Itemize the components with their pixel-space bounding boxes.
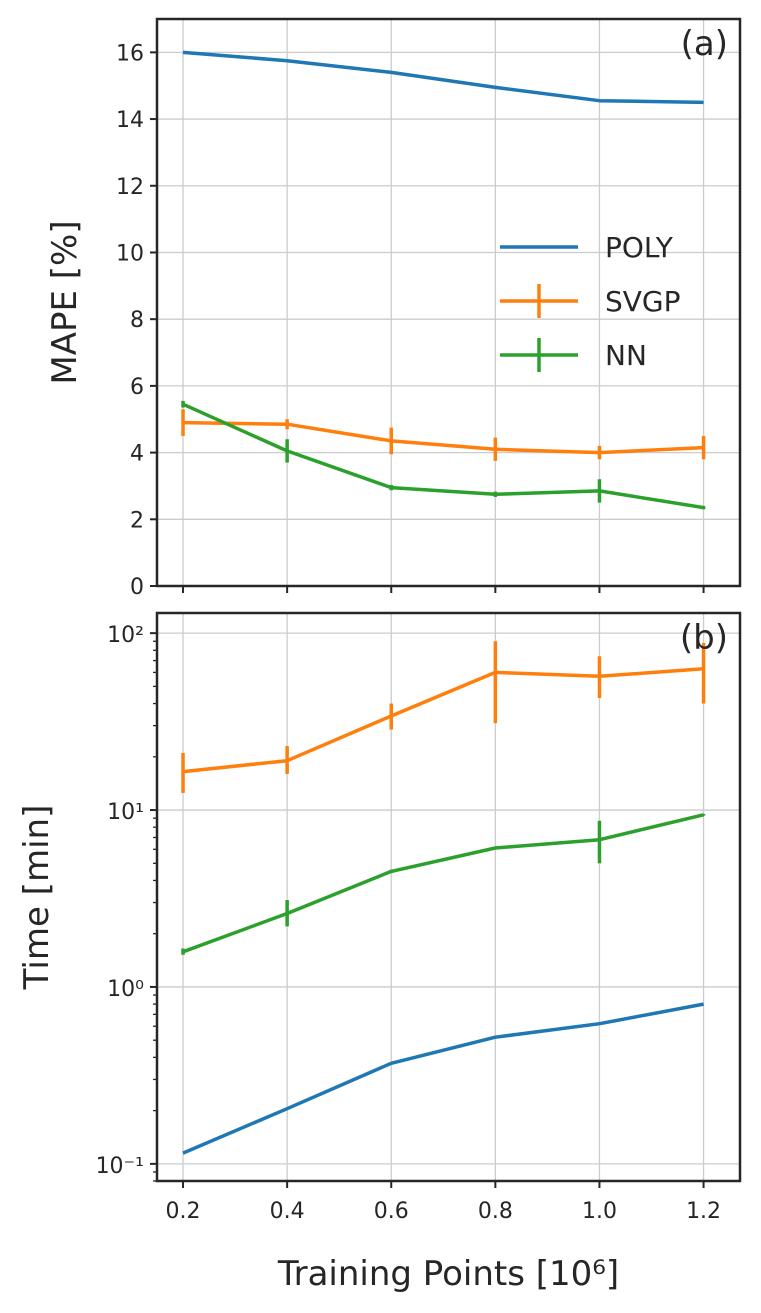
series-svgp-line: [182, 420, 704, 455]
panel-a: 0 2 4 6 8 10 12 14 16 MAPE [%] (a) POLY SVGP NN: [45, 17, 742, 600]
legend-nn-label: NN: [605, 339, 647, 372]
series-nn-line: [182, 813, 705, 954]
panel-b-ticks: 0.2 0.4 0.6 0.8 1.0 1.2 10⁻¹ 10⁰ 10¹ 10²: [96, 623, 722, 1224]
series-svgp-line: [182, 666, 704, 774]
panel-a-y-tick-label: 10: [116, 241, 144, 266]
x-tick-label: 1.2: [686, 1199, 721, 1224]
panel-b-y-tick-label: 10²: [107, 623, 144, 648]
panel-b-y-tick-label: 10¹: [107, 800, 144, 825]
series-poly-line: [182, 1002, 704, 1155]
x-axis-label: Training Points [10⁶]: [277, 1254, 619, 1294]
panel-a-y-tick-label: 0: [130, 575, 144, 600]
panel-b-y-axis-label: Time [min]: [17, 805, 57, 991]
series-nn-line: [182, 402, 704, 510]
panel-a-y-axis-label: MAPE [%]: [45, 220, 85, 384]
legend-svgp-label: SVGP: [605, 285, 681, 318]
x-tick-label: 0.8: [478, 1199, 513, 1224]
x-tick-label: 0.2: [166, 1199, 201, 1224]
x-tick-label: 0.6: [374, 1199, 409, 1224]
panel-a-y-tick-label: 14: [116, 108, 144, 133]
panel-b: 0.2 0.4 0.6 0.8 1.0 1.2 10⁻¹ 10⁰ 10¹ 10² Time [mi…: [17, 611, 742, 1294]
panel-a-series: [181, 50, 706, 510]
panel-a-grid: [157, 19, 740, 587]
x-tick-label: 0.4: [270, 1199, 305, 1224]
panel-a-y-tick-label: 16: [116, 41, 144, 66]
panel-b-series: [181, 641, 706, 1155]
panel-a-y-tick-label: 12: [116, 175, 144, 200]
series-poly-line: [182, 50, 704, 105]
panel-a-ticks: 0 2 4 6 8 10 12 14 16: [116, 41, 705, 600]
panel-b-y-tick-label: 10⁻¹: [96, 1154, 144, 1179]
panel-a-frame: [155, 17, 742, 588]
panel-a-y-tick-label: 8: [130, 308, 144, 333]
legend: POLY SVGP NN: [500, 231, 681, 372]
panel-a-y-tick-label: 2: [130, 508, 144, 533]
panel-b-frame: [155, 611, 742, 1183]
legend-poly-label: POLY: [605, 231, 674, 264]
panel-a-tag: (a): [681, 24, 728, 64]
panel-a-y-tick-label: 6: [130, 375, 144, 400]
panel-a-y-tick-label: 4: [130, 442, 144, 467]
panel-b-grid: [157, 613, 740, 1181]
panel-b-tag: (b): [680, 618, 728, 658]
x-tick-label: 1.0: [582, 1199, 617, 1224]
panel-b-y-tick-label: 10⁰: [107, 977, 144, 1002]
